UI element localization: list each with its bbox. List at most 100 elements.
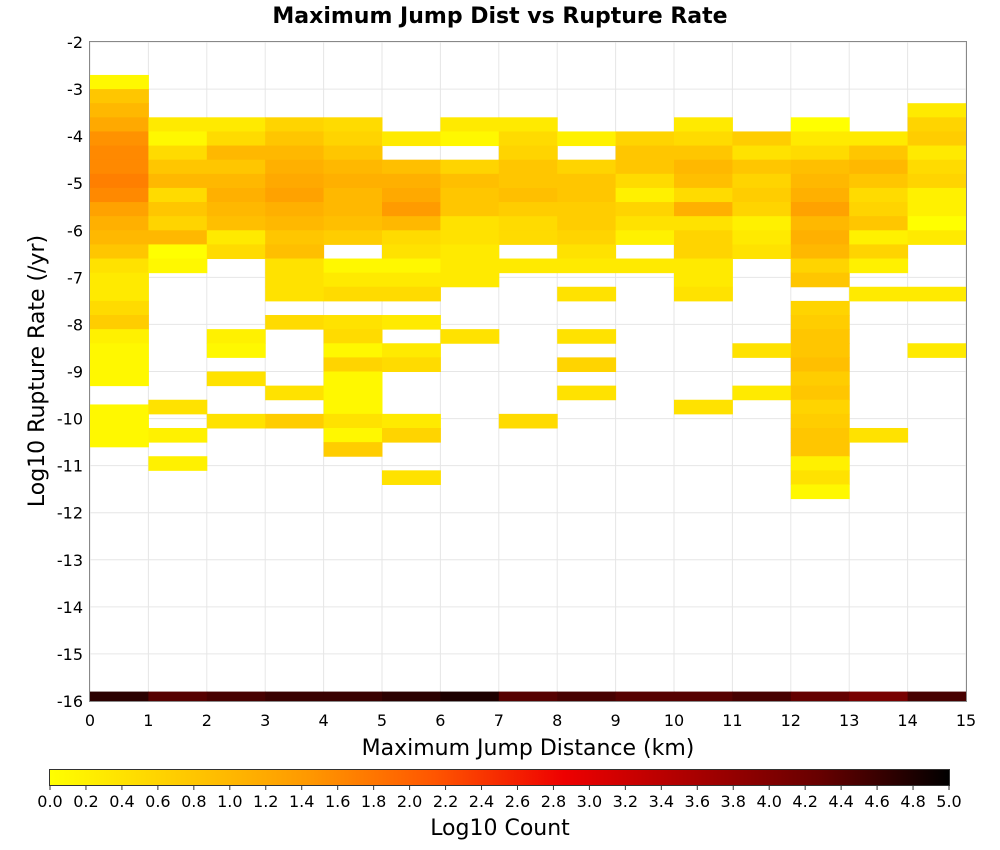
colorbar-ticks: 0.0 0.2 0.4 0.6 0.8 1.0 1.2 1.4 1.6 1.8 2.0 2.2 2.4 2… <box>37 786 962 811</box>
x-tick-label: 11 <box>722 711 742 730</box>
heatmap-cell-bottom <box>790 691 850 701</box>
heatmap-cell <box>90 173 149 189</box>
heatmap-cell <box>790 456 850 471</box>
heatmap-cell <box>557 216 617 231</box>
heatmap-cell <box>90 432 149 448</box>
heatmap-cell <box>849 427 909 443</box>
heatmap-cell <box>265 145 325 161</box>
heatmap-cell <box>323 230 383 245</box>
heatmap-cell <box>382 230 441 245</box>
colorbar-tick-label: 3.0 <box>577 792 602 811</box>
heatmap-cell <box>615 230 675 245</box>
heatmap-cell <box>265 315 325 330</box>
heatmap-cell <box>265 216 325 231</box>
heatmap-cell <box>382 413 441 429</box>
heatmap-cell <box>206 173 266 189</box>
heatmap-cell <box>615 187 675 203</box>
heatmap-cell <box>790 131 850 147</box>
heatmap-cell <box>557 187 617 203</box>
y-tick-label: -11 <box>57 457 83 476</box>
heatmap-cell <box>382 427 441 443</box>
heatmap-cell <box>557 286 617 302</box>
heatmap-cell <box>90 131 149 147</box>
colorbar-tick-label: 4.2 <box>792 792 817 811</box>
heatmap-cell <box>674 244 733 260</box>
colorbar-tick-label: 0.6 <box>145 792 170 811</box>
heatmap-cell <box>790 399 850 415</box>
heatmap-cell <box>907 286 967 302</box>
heatmap-cell <box>440 202 500 217</box>
colorbar-tick-label: 1.4 <box>289 792 314 811</box>
heatmap-cell <box>790 159 850 175</box>
heatmap-cell <box>498 159 558 175</box>
y-tick-label: -3 <box>67 80 83 99</box>
heatmap-cell <box>382 202 441 217</box>
heatmap-cell <box>206 244 266 260</box>
heatmap-cell <box>206 117 266 132</box>
colorbar-tick-label: 4.4 <box>828 792 853 811</box>
heatmap-cell <box>440 329 500 344</box>
y-tick-label: -10 <box>57 410 83 429</box>
heatmap-cell <box>674 187 733 203</box>
heatmap-cell-bottom <box>557 691 617 701</box>
heatmap-cell <box>790 442 850 457</box>
heatmap-cell <box>498 230 558 245</box>
heatmap-cell <box>849 244 909 260</box>
heatmap-cell <box>790 470 850 485</box>
heatmap-cell <box>615 145 675 161</box>
heatmap-cell <box>849 173 909 189</box>
heatmap-cell <box>790 187 850 203</box>
heatmap-cell <box>323 385 383 401</box>
heatmap-cell <box>90 272 149 288</box>
heatmap-cell <box>206 131 266 147</box>
x-tick-label: 5 <box>377 711 387 730</box>
heatmap-cell <box>790 258 850 274</box>
heatmap-cell <box>557 357 617 372</box>
heatmap-cell <box>265 187 325 203</box>
x-tick-label: 1 <box>143 711 153 730</box>
y-tick-label: -12 <box>57 504 83 523</box>
heatmap-cell <box>732 230 792 245</box>
heatmap-cell <box>323 315 383 330</box>
heatmap-cell <box>206 145 266 161</box>
chart-title: Maximum Jump Dist vs Rupture Rate <box>272 4 727 29</box>
heatmap-cell <box>732 216 792 231</box>
heatmap-cell <box>907 159 967 175</box>
x-tick-label: 14 <box>897 711 917 730</box>
heatmap-cell <box>790 427 850 443</box>
heatmap-cell <box>323 131 383 147</box>
heatmap-cell <box>382 470 441 485</box>
x-tick-label: 6 <box>435 711 445 730</box>
heatmap-cell <box>907 343 967 358</box>
heatmap-cell <box>265 258 325 274</box>
heatmap-cell <box>440 117 500 132</box>
heatmap-cell <box>790 202 850 217</box>
heatmap-cell <box>732 343 792 358</box>
heatmap-cell <box>615 159 675 175</box>
colorbar-tick-label: 0.2 <box>73 792 98 811</box>
heatmap-cell <box>732 385 792 401</box>
heatmap-cell <box>498 202 558 217</box>
heatmap-cell <box>790 484 850 500</box>
heatmap-cell <box>90 74 149 90</box>
y-tick-label: -15 <box>57 645 83 664</box>
heatmap-cell <box>615 216 675 231</box>
heatmap-cell <box>90 202 149 217</box>
y-tick-label: -5 <box>67 174 83 193</box>
heatmap-cell <box>849 145 909 161</box>
heatmap-cell <box>148 230 208 245</box>
heatmap-cell <box>557 173 617 189</box>
heatmap-cell <box>90 145 149 161</box>
heatmap-cell <box>90 117 149 132</box>
heatmap-cell-bottom <box>615 691 675 701</box>
heatmap-cell <box>849 187 909 203</box>
heatmap-cell <box>382 187 441 203</box>
colorbar-tick-label: 1.0 <box>217 792 242 811</box>
heatmap-cell <box>148 244 208 260</box>
x-tick-label: 2 <box>202 711 212 730</box>
heatmap-cell <box>674 258 733 274</box>
heatmap-cell <box>90 404 149 420</box>
x-tick-label: 10 <box>664 711 684 730</box>
heatmap-cell <box>907 117 967 132</box>
heatmap-cell <box>265 244 325 260</box>
